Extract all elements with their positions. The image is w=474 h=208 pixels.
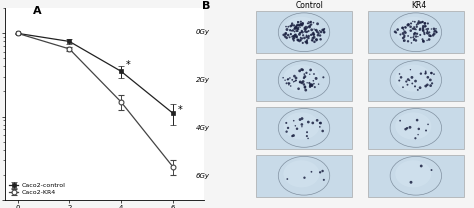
Text: 0Gy: 0Gy	[196, 29, 210, 35]
Circle shape	[395, 160, 431, 187]
Circle shape	[395, 65, 431, 92]
Text: Control: Control	[295, 1, 323, 10]
Text: B: B	[202, 1, 211, 11]
Circle shape	[278, 109, 330, 147]
Circle shape	[278, 156, 330, 195]
FancyBboxPatch shape	[255, 107, 352, 149]
Text: A: A	[33, 6, 42, 16]
FancyBboxPatch shape	[367, 59, 464, 101]
Legend: Caco2-control, Caco2-KR4: Caco2-control, Caco2-KR4	[8, 181, 67, 197]
FancyBboxPatch shape	[367, 155, 464, 197]
FancyBboxPatch shape	[367, 107, 464, 149]
FancyBboxPatch shape	[367, 11, 464, 53]
Circle shape	[278, 61, 330, 99]
Circle shape	[283, 17, 319, 44]
Text: 6Gy: 6Gy	[196, 173, 210, 179]
Circle shape	[390, 109, 442, 147]
Circle shape	[390, 156, 442, 195]
Circle shape	[390, 61, 442, 99]
Circle shape	[395, 17, 431, 44]
Text: *: *	[126, 60, 131, 70]
FancyBboxPatch shape	[255, 155, 352, 197]
Circle shape	[395, 113, 431, 140]
FancyBboxPatch shape	[255, 59, 352, 101]
Circle shape	[283, 160, 319, 187]
Circle shape	[283, 113, 319, 140]
Circle shape	[283, 65, 319, 92]
Text: 4Gy: 4Gy	[196, 125, 210, 131]
FancyBboxPatch shape	[255, 11, 352, 53]
Text: *: *	[178, 105, 182, 115]
Text: KR4: KR4	[411, 1, 426, 10]
Circle shape	[390, 13, 442, 52]
Text: 2Gy: 2Gy	[196, 77, 210, 83]
Circle shape	[278, 13, 330, 52]
